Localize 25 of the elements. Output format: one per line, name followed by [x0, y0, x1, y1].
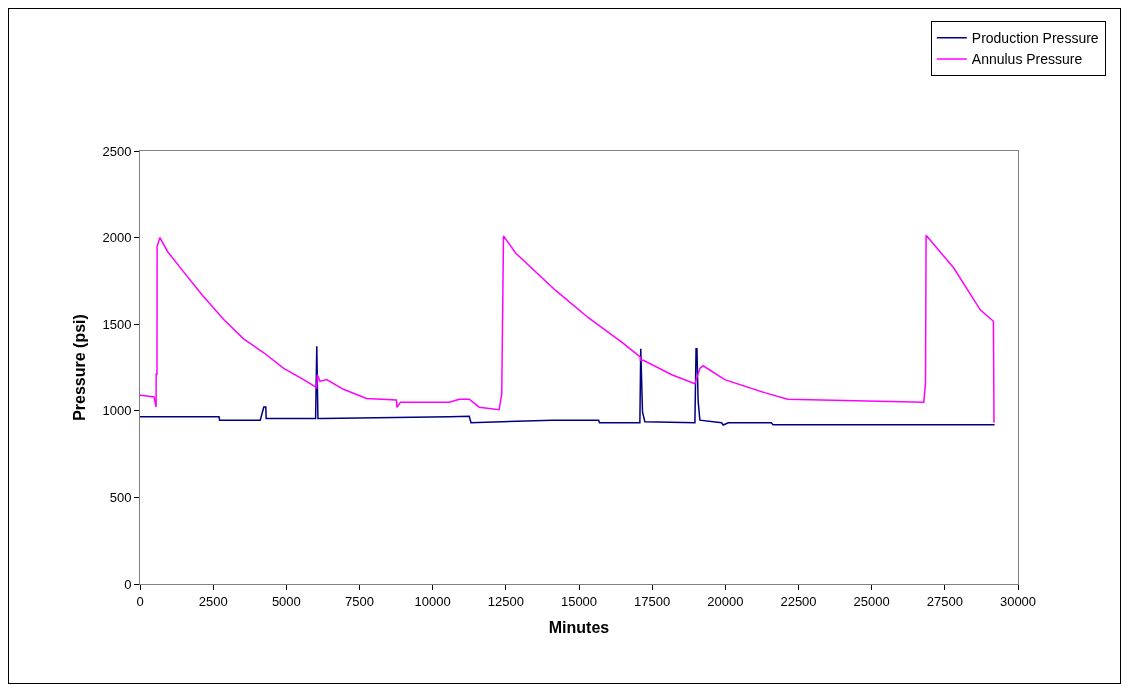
y-tick-label: 2000	[102, 230, 132, 246]
y-tick-label: 2500	[102, 143, 132, 159]
x-tick-label: 17500	[634, 593, 671, 609]
x-tick-label: 0	[136, 593, 144, 609]
line-series	[140, 345, 996, 426]
line-series	[140, 234, 995, 424]
legend-label: Production Pressure	[971, 30, 1099, 47]
x-tick-label: 7500	[345, 593, 374, 609]
x-tick-label: 10000	[414, 593, 451, 609]
y-tick-label: 500	[109, 489, 132, 505]
x-tick-label: 27500	[926, 593, 963, 609]
y-axis-title: Pressure (psi)	[71, 314, 89, 421]
y-tick-label: 0	[124, 576, 132, 592]
x-tick-label: 25000	[853, 593, 890, 609]
legend-label: Annulus Pressure	[971, 51, 1083, 68]
x-tick-label: 12500	[487, 593, 524, 609]
x-tick-label: 22500	[780, 593, 817, 609]
x-axis-title: Minutes	[548, 619, 610, 637]
x-tick-label: 30000	[999, 593, 1037, 609]
y-tick-label: 1500	[102, 316, 132, 332]
x-tick-label: 20000	[707, 593, 744, 609]
x-tick-label: 5000	[271, 593, 301, 609]
x-tick-label: 15000	[560, 593, 598, 609]
y-tick-label: 1000	[102, 403, 132, 419]
x-tick-label: 2500	[198, 593, 228, 609]
